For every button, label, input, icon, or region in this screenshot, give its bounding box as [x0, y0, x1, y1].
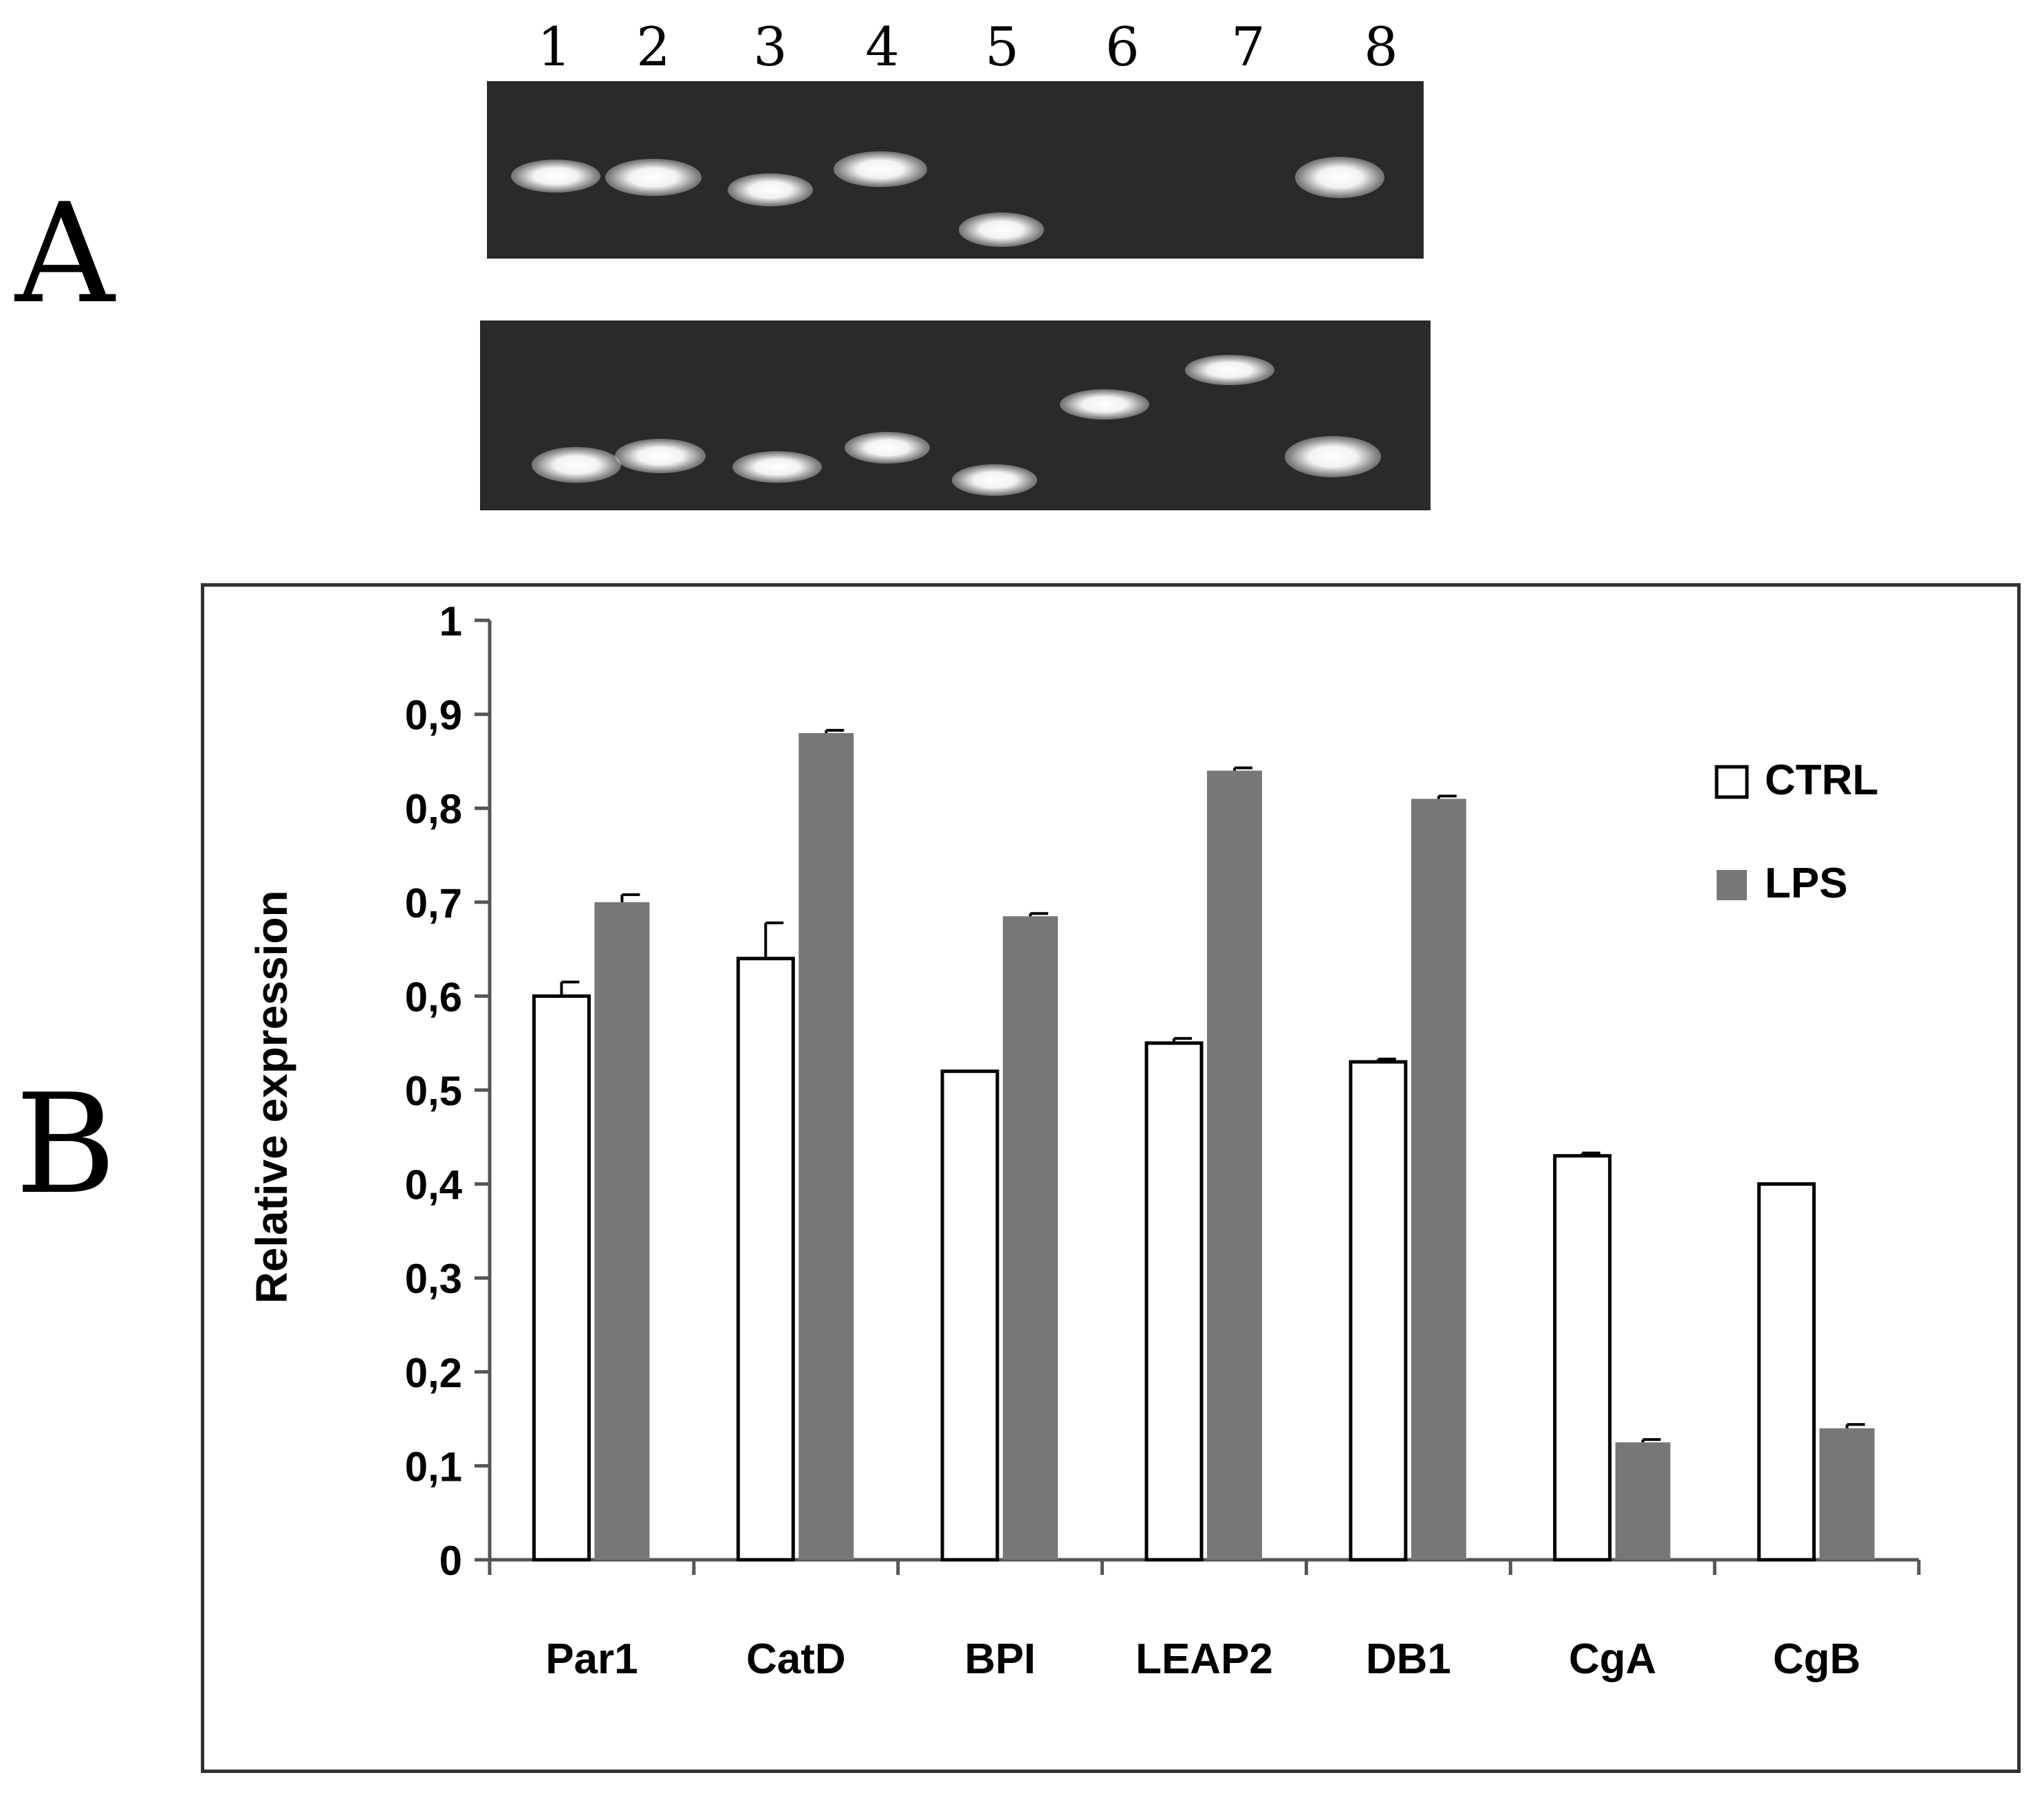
gel-band [1185, 355, 1274, 385]
y-tick-label: 0,1 [405, 1444, 462, 1490]
gel-band [728, 173, 813, 206]
bar-ctrl [1349, 1060, 1408, 1562]
lane-number: 3 [753, 17, 787, 78]
y-tick-label: 1 [439, 598, 462, 644]
lane-number: 1 [537, 17, 572, 78]
y-axis-label: Relative expression [247, 890, 296, 1304]
bar-ctrl [1553, 1154, 1612, 1562]
gel-band [511, 160, 600, 193]
x-category-label: CgA [1569, 1635, 1656, 1683]
x-category-label: Par1 [545, 1635, 638, 1683]
legend-swatch-ctrl [1715, 765, 1749, 799]
y-tick-label: 0,5 [405, 1068, 462, 1114]
lane-number: 5 [985, 17, 1019, 78]
y-tick-label: 0 [439, 1538, 462, 1584]
x-category-label: LEAP2 [1135, 1635, 1273, 1683]
gel-band [959, 213, 1044, 247]
panel-a-label: A [15, 174, 115, 334]
gel-top [487, 81, 1424, 259]
x-category-label: CatD [746, 1635, 846, 1683]
gel-band [615, 439, 706, 473]
bar-lps [1207, 770, 1262, 1560]
gel-band [732, 451, 822, 483]
bar-ctrl [1144, 1041, 1204, 1562]
y-tick-label: 0,8 [405, 786, 462, 832]
bar-lps [798, 732, 854, 1560]
y-tick-label: 0,7 [405, 880, 462, 926]
gel-band [532, 447, 621, 483]
y-tick-label: 0,3 [405, 1256, 462, 1302]
y-tick-label: 0,4 [405, 1162, 463, 1208]
bar-lps [1615, 1442, 1671, 1560]
lane-number: 8 [1364, 17, 1398, 78]
legend-swatch-lps [1717, 870, 1747, 900]
lane-number: 7 [1231, 17, 1265, 78]
lane-number: 6 [1105, 17, 1140, 78]
legend-label-ctrl: CTRL [1765, 757, 1878, 804]
lane-number: 4 [865, 17, 900, 78]
bar-lps [594, 902, 650, 1560]
legend-label-lps: LPS [1765, 860, 1848, 907]
bar-ctrl [1757, 1182, 1816, 1562]
y-tick-label: 0,2 [405, 1350, 462, 1396]
gel-band [1060, 389, 1149, 420]
gel-band [605, 159, 702, 196]
gel-band [845, 432, 930, 464]
y-tick-label: 0,9 [405, 693, 462, 739]
x-category-label: CgB [1773, 1635, 1860, 1683]
bar-lps [1003, 916, 1058, 1560]
bar-lps [1819, 1428, 1875, 1560]
gel-band [834, 151, 927, 187]
x-category-label: BPI [964, 1635, 1035, 1683]
gel-band [1295, 157, 1384, 198]
y-tick-label: 0,6 [405, 974, 462, 1020]
chart-frame [201, 583, 2021, 1773]
lane-number: 2 [636, 17, 671, 78]
gel-band [1285, 436, 1381, 477]
panel-b-label: B [15, 1065, 116, 1225]
bar-ctrl [940, 1069, 999, 1562]
bar-ctrl [736, 957, 795, 1562]
x-category-label: DB1 [1366, 1635, 1451, 1683]
bar-ctrl [532, 994, 591, 1562]
bar-lps [1411, 798, 1466, 1560]
gel-bottom [480, 320, 1431, 510]
gel-band [952, 464, 1037, 496]
